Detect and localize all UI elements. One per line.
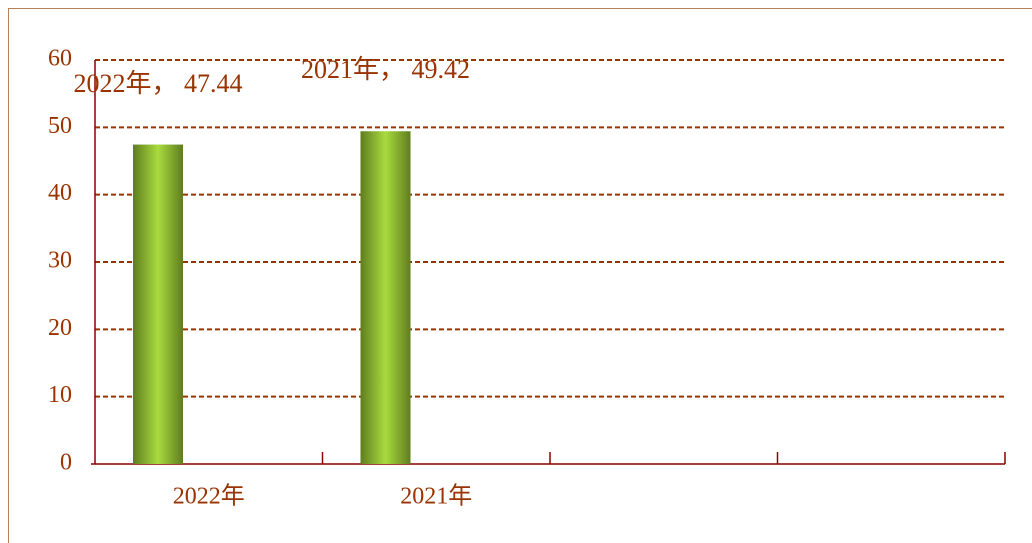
- x-tick-label: 2021年: [400, 483, 472, 510]
- y-tick-label: 40: [48, 180, 72, 206]
- bar: [133, 144, 183, 464]
- y-tick-label: 20: [48, 315, 72, 341]
- data-label: 2021年， 49.42: [300, 55, 470, 85]
- data-label: 2022年， 47.44: [73, 68, 243, 98]
- x-tick-label: 2022年: [173, 483, 245, 510]
- y-tick-label: 0: [60, 450, 72, 476]
- bar: [360, 131, 411, 465]
- y-tick-label: 60: [48, 46, 72, 72]
- y-tick-label: 30: [48, 248, 72, 274]
- y-tick-label: 50: [48, 113, 72, 139]
- y-tick-label: 10: [48, 382, 72, 408]
- frame: [8, 8, 1032, 543]
